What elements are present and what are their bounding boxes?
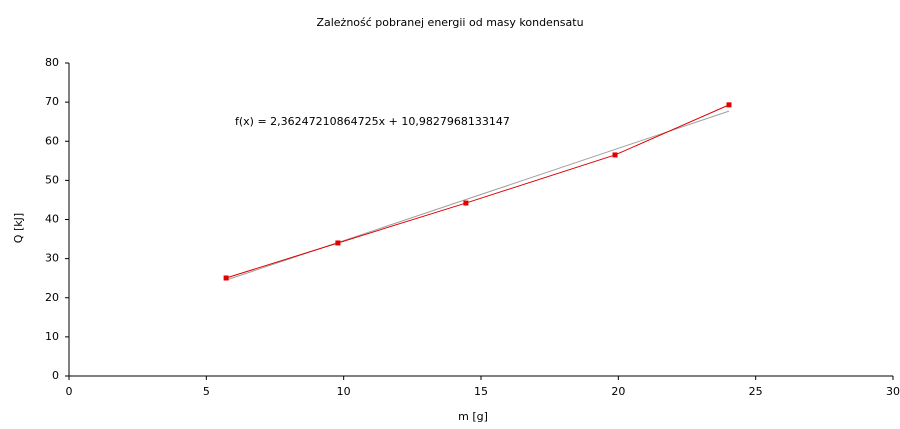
data-point [463, 200, 469, 206]
y-tick-label: 50 [45, 173, 59, 186]
y-tick-label: 60 [45, 134, 59, 147]
y-axis-label: Q [kJ] [12, 213, 25, 243]
x-tick-label: 10 [337, 385, 351, 398]
data-point [335, 240, 341, 246]
x-tick-label: 25 [749, 385, 763, 398]
y-tick-label: 80 [45, 56, 59, 69]
data-point [726, 102, 732, 108]
y-tick-label: 70 [45, 95, 59, 108]
x-tick-label: 0 [66, 385, 73, 398]
y-tick-label: 40 [45, 213, 59, 226]
annotation: f(x) = 2,36247210864725x + 10,9827968133… [235, 115, 510, 128]
y-tick-label: 30 [45, 252, 59, 265]
y-tick-label: 10 [45, 330, 59, 343]
x-axis-label: m [g] [458, 410, 488, 423]
data-point [612, 152, 618, 158]
y-tick-label: 0 [52, 369, 59, 382]
series-line [225, 104, 730, 279]
x-tick-label: 30 [886, 385, 900, 398]
data-point [223, 275, 229, 281]
y-tick-label: 20 [45, 291, 59, 304]
x-tick-label: 5 [203, 385, 210, 398]
x-tick-label: 20 [611, 385, 625, 398]
chart-title: Zależność pobranej energii od masy konde… [316, 16, 583, 29]
x-tick-label: 15 [474, 385, 488, 398]
